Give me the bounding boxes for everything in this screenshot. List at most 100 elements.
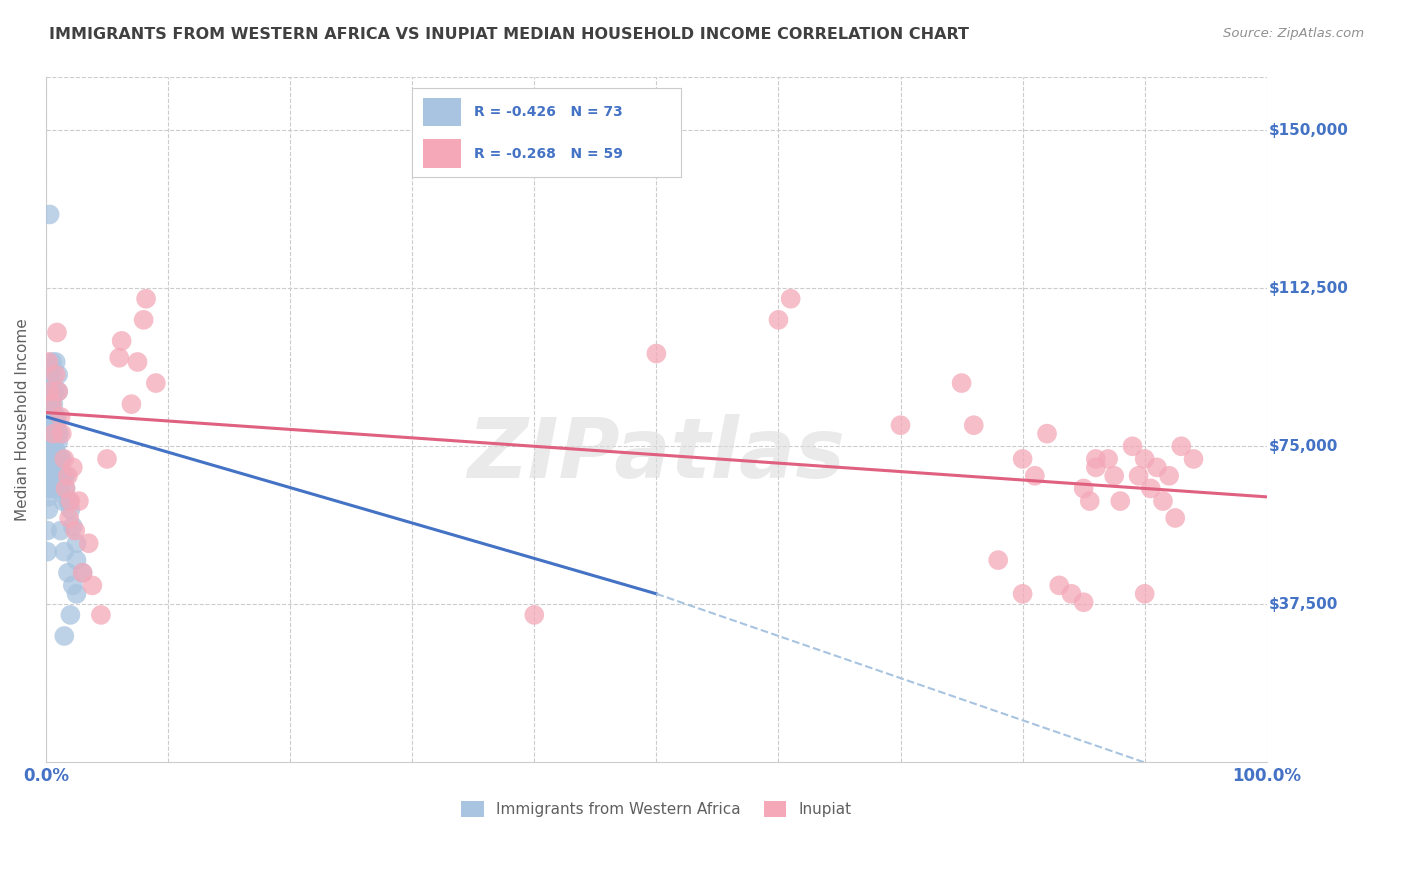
Point [108,351,131,365]
Point [37,451,59,466]
Point [39,397,62,411]
Point [37,468,59,483]
Point [56,468,79,483]
Point [46,468,69,483]
Point [135,292,157,306]
Point [42,460,65,475]
Point [39,482,62,496]
Y-axis label: Median Household Income: Median Household Income [15,318,30,521]
Point [41,426,63,441]
Point [1152,494,1174,508]
Legend: Immigrants from Western Africa, Inupiat: Immigrants from Western Africa, Inupiat [454,795,858,823]
Point [62,460,84,475]
Point [39,376,62,390]
Point [42,397,65,411]
Point [46,435,69,450]
Point [44,409,66,424]
Text: $150,000: $150,000 [1270,122,1350,137]
Point [65,536,87,550]
Point [1047,578,1070,592]
Point [779,292,801,306]
Point [1060,587,1083,601]
Point [950,376,973,390]
Point [96,451,118,466]
Point [49,409,72,424]
Point [49,482,72,496]
Point [132,313,155,327]
Point [111,334,134,348]
Point [45,418,67,433]
Point [59,607,82,622]
Point [1109,494,1132,508]
Point [38,482,60,496]
Point [53,544,76,558]
Point [1073,595,1095,609]
Point [49,524,72,538]
Point [45,368,67,382]
Point [65,524,87,538]
Point [52,468,75,483]
Point [889,418,911,433]
Point [46,384,69,399]
Point [37,524,59,538]
Point [1036,426,1059,441]
Point [58,494,80,508]
Point [42,418,65,433]
Point [59,502,82,516]
Point [56,494,79,508]
Text: $37,500: $37,500 [1270,597,1339,612]
Point [46,384,69,399]
Point [645,346,668,360]
Point [1128,468,1150,483]
Text: ZIPatlas: ZIPatlas [467,414,845,495]
Point [62,578,84,592]
Point [44,384,66,399]
Point [46,326,69,340]
Point [82,578,104,592]
Point [62,519,84,533]
Point [1121,439,1143,453]
Point [44,460,66,475]
Point [59,494,82,508]
Point [37,468,59,483]
Point [38,418,60,433]
Point [41,468,63,483]
Point [1102,468,1125,483]
Point [42,439,65,453]
Point [1164,511,1187,525]
Point [39,439,62,453]
Point [42,389,65,403]
Point [41,384,63,399]
Point [67,494,90,508]
Point [1011,451,1033,466]
Point [55,482,77,496]
Point [37,439,59,453]
Point [1139,482,1161,496]
Point [56,566,79,580]
Point [1084,451,1107,466]
Point [38,397,60,411]
Point [46,426,69,441]
Point [55,468,77,483]
Text: $75,000: $75,000 [1270,439,1339,454]
Point [39,368,62,382]
Point [1182,451,1205,466]
Point [1024,468,1046,483]
Point [1011,587,1033,601]
Point [38,207,60,221]
Point [38,482,60,496]
Point [963,418,986,433]
Point [53,629,76,643]
Point [1170,439,1192,453]
Point [37,490,59,504]
Point [45,443,67,458]
Point [37,482,59,496]
Point [39,418,62,433]
Point [45,468,67,483]
Point [41,355,63,369]
Point [37,435,59,450]
Point [37,355,59,369]
Point [51,426,73,441]
Point [523,607,546,622]
Point [1133,451,1156,466]
